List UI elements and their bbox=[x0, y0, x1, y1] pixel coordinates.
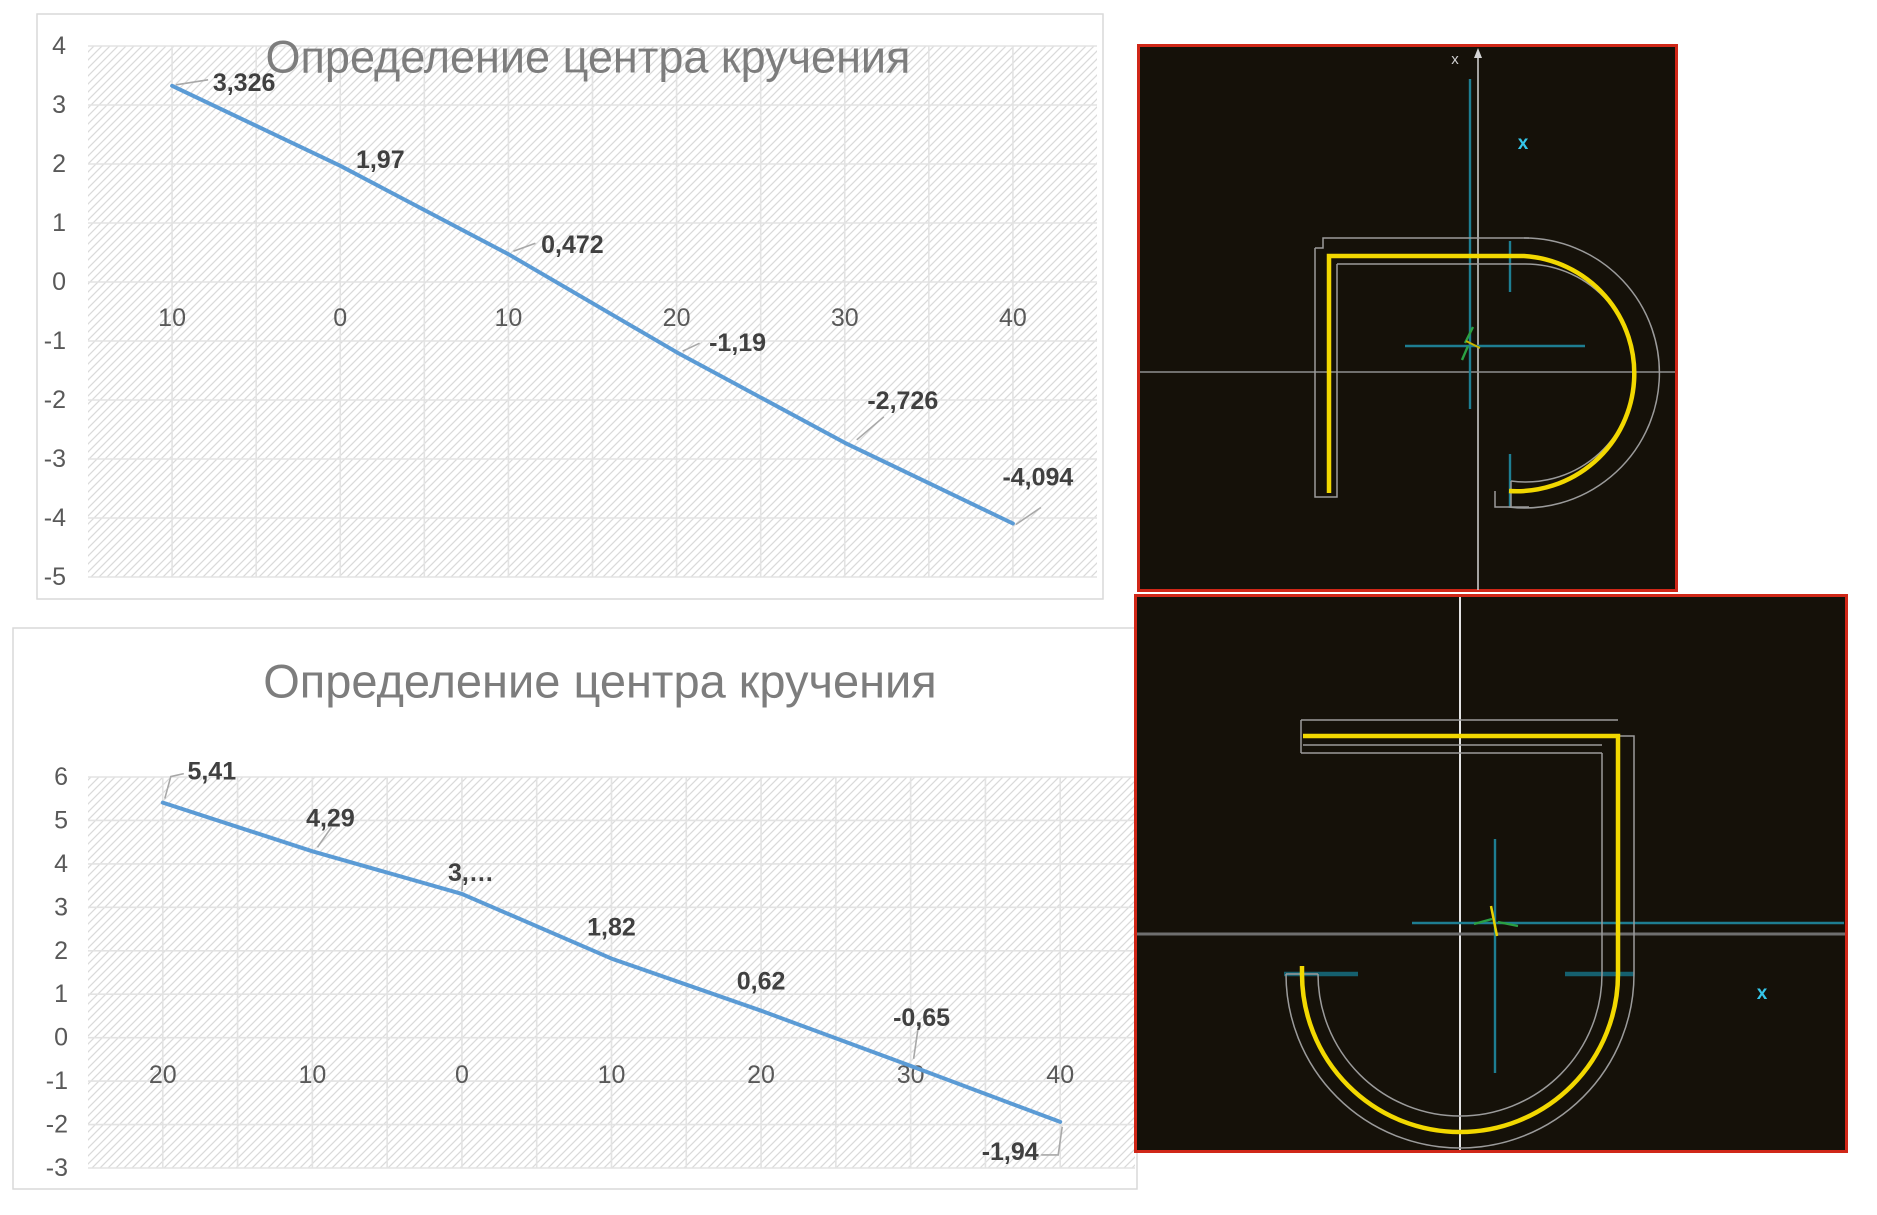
y-tick-label: -4 bbox=[44, 504, 66, 532]
x-tick-label: 20 bbox=[747, 1061, 775, 1089]
ucs-x-label: x bbox=[1451, 51, 1459, 68]
viewport-frame bbox=[1137, 44, 1678, 592]
x-tick-label: 40 bbox=[1046, 1061, 1074, 1089]
profile-centerline bbox=[1299, 733, 1621, 1135]
y-tick-label: 0 bbox=[54, 1024, 68, 1052]
y-tick-label: 1 bbox=[52, 209, 66, 237]
profile-centerline bbox=[1326, 253, 1637, 494]
y-tick-label: 5 bbox=[54, 806, 68, 834]
data-label-leader bbox=[912, 1024, 920, 1060]
axis-arrowhead-icon bbox=[1474, 48, 1482, 58]
point-marker-icon: x bbox=[1518, 133, 1529, 154]
data-label: -2,726 bbox=[867, 387, 938, 415]
data-label: -0,65 bbox=[893, 1004, 950, 1032]
y-tick-label: -5 bbox=[44, 563, 66, 591]
y-tick-label: -1 bbox=[44, 327, 66, 355]
data-label: 1,97 bbox=[356, 146, 405, 174]
x-tick-label: 10 bbox=[298, 1061, 326, 1089]
data-label-leader bbox=[316, 826, 333, 848]
data-label: 3,… bbox=[448, 859, 494, 887]
y-tick-label: 2 bbox=[52, 150, 66, 178]
x-tick-label: 30 bbox=[831, 304, 859, 332]
data-label-leader bbox=[175, 79, 209, 86]
cad-top-viewport: x x bbox=[1137, 44, 1678, 592]
data-label: 0,472 bbox=[541, 231, 604, 259]
x-tick-label: 10 bbox=[495, 304, 523, 332]
center-scribble-mark bbox=[1473, 917, 1519, 928]
viewport-frame bbox=[1134, 594, 1848, 1153]
data-label-leader bbox=[164, 772, 184, 799]
x-tick-label: 20 bbox=[149, 1061, 177, 1089]
data-label: 4,29 bbox=[306, 804, 355, 832]
series-line bbox=[160, 800, 1063, 1124]
y-tick-label: -1 bbox=[46, 1067, 68, 1095]
y-tick-label: -2 bbox=[44, 386, 66, 414]
y-tick-label: 2 bbox=[54, 937, 68, 965]
y-tick-label: 3 bbox=[52, 91, 66, 119]
center-tick bbox=[1465, 340, 1481, 349]
cad-bottom-viewport: x bbox=[1134, 594, 1848, 1153]
data-label-leader bbox=[682, 342, 700, 352]
series-line bbox=[170, 83, 1015, 526]
profile-outline-web-flange bbox=[1314, 237, 1529, 498]
data-label: 5,41 bbox=[187, 758, 236, 786]
chart-title: Определение центра кручения bbox=[266, 32, 911, 83]
data-label: 1,82 bbox=[587, 914, 636, 942]
chart-title: Определение центра кручения bbox=[263, 655, 937, 708]
point-marker-icon: x bbox=[1757, 983, 1768, 1004]
data-label: -4,094 bbox=[1002, 464, 1073, 492]
y-tick-label: 1 bbox=[54, 980, 68, 1008]
x-tick-label: 0 bbox=[455, 1061, 469, 1089]
y-tick-label: 4 bbox=[52, 32, 66, 60]
y-tick-label: -2 bbox=[46, 1111, 68, 1139]
data-label: -1,94 bbox=[982, 1138, 1039, 1166]
y-tick-label: 3 bbox=[54, 893, 68, 921]
y-tick-label: 6 bbox=[54, 763, 68, 791]
data-label-leader bbox=[1015, 506, 1042, 526]
x-tick-label: 10 bbox=[158, 304, 186, 332]
y-tick-label: 4 bbox=[54, 850, 68, 878]
data-label-leader bbox=[513, 242, 536, 252]
center-tick bbox=[1489, 905, 1499, 937]
data-label-leader bbox=[856, 416, 885, 441]
profile-outline-flange bbox=[1300, 719, 1618, 754]
y-tick-label: 0 bbox=[52, 268, 66, 296]
x-tick-label: 20 bbox=[663, 304, 691, 332]
x-tick-label: 0 bbox=[333, 304, 347, 332]
y-tick-label: -3 bbox=[44, 445, 66, 473]
profile-outline-outer-arc bbox=[1285, 973, 1635, 1149]
data-label: 0,62 bbox=[737, 968, 786, 996]
x-tick-label: 10 bbox=[598, 1061, 626, 1089]
profile-outline-outer-arc bbox=[1494, 237, 1661, 509]
data-label-leader bbox=[1041, 1126, 1063, 1156]
data-label-leader bbox=[461, 878, 464, 891]
profile-outline-web bbox=[1601, 735, 1635, 974]
data-label: 3,326 bbox=[213, 69, 276, 97]
y-tick-label: -3 bbox=[46, 1154, 68, 1182]
data-label: -1,19 bbox=[709, 329, 766, 357]
x-tick-label: 40 bbox=[999, 304, 1027, 332]
